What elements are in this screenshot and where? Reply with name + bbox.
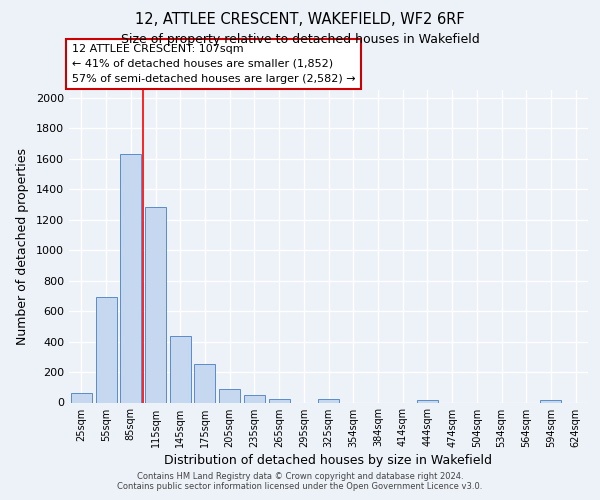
Text: Contains HM Land Registry data © Crown copyright and database right 2024.: Contains HM Land Registry data © Crown c… xyxy=(137,472,463,481)
Bar xyxy=(170,336,191,402)
Bar xyxy=(318,400,339,402)
Bar xyxy=(269,398,290,402)
Bar xyxy=(71,392,92,402)
X-axis label: Distribution of detached houses by size in Wakefield: Distribution of detached houses by size … xyxy=(164,454,493,466)
Bar xyxy=(219,389,240,402)
Text: 12 ATTLEE CRESCENT: 107sqm
← 41% of detached houses are smaller (1,852)
57% of s: 12 ATTLEE CRESCENT: 107sqm ← 41% of deta… xyxy=(71,44,355,84)
Bar xyxy=(194,364,215,403)
Text: Contains public sector information licensed under the Open Government Licence v3: Contains public sector information licen… xyxy=(118,482,482,491)
Text: 12, ATTLEE CRESCENT, WAKEFIELD, WF2 6RF: 12, ATTLEE CRESCENT, WAKEFIELD, WF2 6RF xyxy=(135,12,465,28)
Bar xyxy=(417,400,438,402)
Bar xyxy=(145,208,166,402)
Bar xyxy=(244,395,265,402)
Bar xyxy=(95,298,116,403)
Bar xyxy=(541,400,562,402)
Bar xyxy=(120,154,141,402)
Text: Size of property relative to detached houses in Wakefield: Size of property relative to detached ho… xyxy=(121,32,479,46)
Y-axis label: Number of detached properties: Number of detached properties xyxy=(16,148,29,345)
